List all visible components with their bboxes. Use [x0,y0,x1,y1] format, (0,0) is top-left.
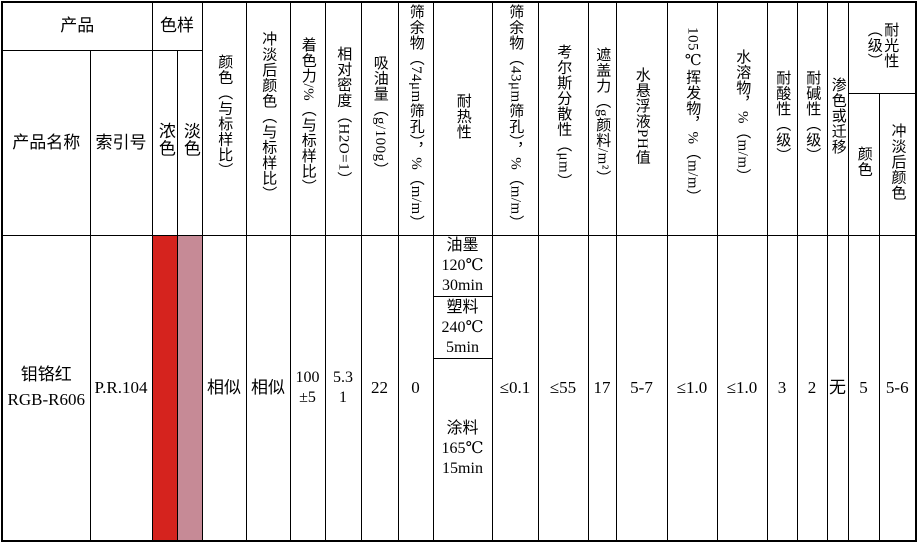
col-header-residue-43um: 筛余物（43μm筛孔），%（m/m） [491,1,539,237]
col-header-hiding-power: 遮盖力（g颜料/m²） [587,1,617,237]
col-header-ph-label: 水悬浮液PH值 [633,67,650,165]
col-header-diluted-color-vs-standard: 冲淡后颜色（与标样比） [245,1,291,237]
cell-hiding-power: 17 [587,235,617,542]
cell-oil-absorption: 22 [360,235,399,542]
col-header-residue-43um-label: 筛余物（43μm筛孔），%（m/m） [507,4,524,231]
col-header-cowles-dispersibility-label: 考尔斯分散性（μm） [555,43,572,189]
col-header-lightfastness-color: 颜色 [847,93,880,237]
cell-cowles-dispersibility: ≤55 [537,235,589,542]
col-header-heat-resistance-label: 耐热性 [454,92,471,140]
col-header-lightfastness-color-label: 颜色 [855,146,872,178]
cell-bleed-migration: 无 [826,235,849,542]
col-header-oil-absorption: 吸油量（g/100g） [360,1,399,237]
tinting-strength-value: 100±5 [295,368,320,406]
cell-residue-74um: 0 [397,235,434,542]
light-color-swatch [176,235,203,542]
relative-density-value: 5.31 [333,368,353,406]
deep-color-swatch [151,235,178,542]
cell-residue-43um: ≤0.1 [491,235,539,542]
col-header-light-color: 淡色 [176,49,203,237]
cell-relative-density: 5.31 [324,235,362,542]
cell-heat-ink: 油墨 120℃ 30min [432,235,493,298]
col-header-acid-resistance-label: 耐酸性（级） [774,69,791,163]
cell-index-no: P.R.104 [89,235,153,542]
col-header-volatiles-105c-label: 105℃挥发物，%（m/m） [684,27,701,205]
data-row: 钼铬红 RGB-R606 P.R.104 相似 相似 100±5 5.31 22… [1,235,917,542]
col-group-lightfastness: 耐光性（级） [847,1,917,95]
col-header-hiding-power-label: 遮盖力（g颜料/m²） [594,46,611,186]
heat-sub-row-plastic: 塑料 240℃ 5min [2,296,916,360]
col-header-volatiles-105c: 105℃挥发物，%（m/m） [666,1,718,237]
cell-heat-plastic: 塑料 240℃ 5min [432,296,493,360]
cell-alkali-resistance: 2 [796,235,828,542]
col-header-bleed-migration-label: 渗色或迁移 [829,77,846,155]
col-header-light-color-label: 淡色 [180,122,200,158]
cell-water-solubles: ≤1.0 [716,235,768,542]
header-row-1: 产品 色样 颜色（与标样比） 冲淡后颜色（与标样比） 着色力/%（与标样比） 相… [1,1,917,237]
col-header-relative-density-label: 相对密度（H2O=1） [335,45,352,187]
col-header-deep-color-label: 浓色 [155,122,175,158]
col-header-relative-density: 相对密度（H2O=1） [324,1,362,237]
col-header-residue-74um: 筛余物（74μm筛孔），%（m/m） [397,1,434,237]
col-header-lightfastness-diluted: 冲淡后颜色 [878,93,917,237]
col-group-product: 产品 [1,1,153,51]
col-header-alkali-resistance: 耐碱性（级） [796,1,828,237]
product-name-line1: 钼铬红 [20,365,72,385]
col-header-alkali-resistance-label: 耐碱性（级） [804,69,821,163]
col-header-diluted-color-vs-standard-label: 冲淡后颜色（与标样比） [260,30,277,202]
col-header-color-vs-standard-label: 颜色（与标样比） [216,54,233,178]
col-group-lightfastness-label: 耐光性（级） [865,21,899,69]
col-header-heat-resistance: 耐热性 [432,1,493,237]
col-group-color-sample: 色样 [151,1,203,51]
col-header-ph: 水悬浮液PH值 [615,1,668,237]
col-header-acid-resistance: 耐酸性（级） [766,1,798,237]
col-header-product-name: 产品名称 [1,49,91,237]
cell-tinting-strength: 100±5 [289,235,326,542]
product-name-line2: RGB-R606 [7,389,85,409]
header-row-3: 颜色 冲淡后颜色 [2,93,917,237]
col-header-color-vs-standard: 颜色（与标样比） [201,1,247,237]
col-header-water-solubles-label: 水溶物，%（m/m） [734,48,751,184]
cell-lightfastness-color: 5 [847,235,880,542]
col-header-bleed-migration: 渗色或迁移 [826,1,849,237]
col-header-cowles-dispersibility: 考尔斯分散性（μm） [537,1,589,237]
heat-sub-row-coating: 涂料 165℃ 15min [2,358,916,542]
cell-color-vs-standard: 相似 [201,235,247,542]
col-header-residue-74um-label: 筛余物（74μm筛孔），%（m/m） [407,4,424,231]
cell-volatiles-105c: ≤1.0 [666,235,718,542]
col-header-water-solubles: 水溶物，%（m/m） [716,1,768,237]
col-header-tinting-strength: 着色力/%（与标样比） [289,1,326,237]
cell-heat-coating: 涂料 165℃ 15min [432,358,493,542]
cell-diluted-color-vs-standard: 相似 [245,235,291,542]
col-header-tinting-strength-label: 着色力/%（与标样比） [299,37,316,195]
col-header-lightfastness-diluted-label: 冲淡后颜色 [889,122,906,201]
cell-ph: 5-7 [615,235,668,542]
cell-product-name: 钼铬红 RGB-R606 [1,235,91,542]
col-header-deep-color: 浓色 [151,49,178,237]
cell-acid-resistance: 3 [766,235,798,542]
cell-lightfastness-diluted: 5-6 [878,235,917,542]
col-header-index-no: 索引号 [89,49,153,237]
col-header-oil-absorption-label: 吸油量（g/100g） [371,54,388,178]
header-row-2: 产品名称 索引号 浓色 淡色 [1,49,916,237]
